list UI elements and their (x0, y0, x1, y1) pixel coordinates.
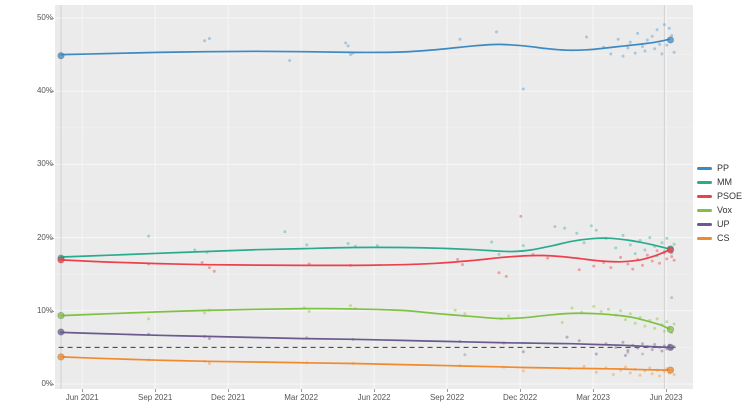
x-axis-label: Dec 2021 (211, 393, 246, 402)
legend-key-line-icon (697, 180, 712, 184)
legend-item-mm[interactable]: MM (697, 175, 742, 189)
legend-label: Vox (717, 205, 733, 215)
legend-label: PP (717, 163, 730, 173)
legend-item-up[interactable]: UP (697, 217, 742, 231)
series-Vox-line (60, 307, 671, 330)
y-axis-label: 50% (36, 13, 53, 22)
series-Vox-election-points (57, 311, 675, 334)
y-axis-tick (51, 164, 54, 166)
x-axis-label: Sep 2022 (429, 393, 465, 402)
legend-key-line-icon (697, 236, 712, 240)
legend-item-cs[interactable]: CS (697, 231, 742, 245)
legend-item-pp[interactable]: PP (697, 161, 742, 175)
y-axis-tick (51, 237, 54, 239)
y-axis-label: 20% (36, 232, 53, 242)
x-axis-tick (520, 389, 522, 392)
y-axis-label: 10% (36, 305, 53, 315)
legend-label: CS (717, 233, 730, 243)
x-axis-label: Jun 2023 (649, 393, 683, 402)
legend-key-line-icon (697, 166, 712, 170)
series-CS-election-points (57, 353, 675, 374)
series-MM-line (60, 237, 671, 258)
series-PSOE-points (147, 214, 676, 278)
series-PP-election-points (57, 36, 675, 60)
gridlines (55, 5, 693, 389)
legend-key-line-icon (697, 222, 712, 226)
x-axis-tick (301, 389, 303, 392)
x-axis-tick (155, 389, 157, 392)
series-MM-points (147, 224, 676, 258)
y-axis-label: 40% (36, 86, 53, 96)
legend: PP MM PSOE Vox UP CS (697, 161, 742, 245)
series-PSOE-line (60, 249, 671, 267)
y-axis-label: 0% (41, 379, 53, 388)
unlabeled-points (463, 225, 674, 357)
y-axis-tick (51, 384, 54, 385)
series-PP-points (203, 23, 676, 91)
series-Vox-points (147, 304, 676, 335)
series-UP-election-points (57, 328, 675, 351)
x-axis-label: Sep 2021 (138, 393, 173, 402)
y-axis-tick (51, 18, 54, 19)
series-UP-line (60, 331, 671, 349)
x-axis-label: Dec 2022 (502, 393, 538, 402)
legend-key-line-icon (697, 194, 712, 198)
x-axis-label: Jun 2021 (65, 393, 99, 402)
series-PSOE-election-points (57, 246, 675, 264)
x-axis-tick (82, 389, 84, 392)
x-axis-label: Mar 2023 (576, 393, 610, 402)
election-date-lines (60, 5, 665, 389)
x-axis-tick (447, 389, 449, 392)
y-axis-tick (51, 91, 54, 93)
legend-key-line-icon (697, 208, 712, 212)
y-axis-label: 30% (36, 159, 53, 169)
series-CS-line (60, 356, 671, 371)
x-axis-label: Jun 2022 (357, 393, 391, 402)
series-PP-line (60, 38, 671, 56)
legend-label: MM (717, 177, 732, 187)
x-axis-tick (228, 389, 230, 392)
legend-label: PSOE (717, 191, 743, 201)
x-axis-tick (593, 389, 595, 392)
x-axis-tick (666, 389, 668, 392)
legend-item-psoe[interactable]: PSOE (697, 189, 742, 203)
legend-label: UP (717, 219, 730, 229)
x-axis-tick (374, 389, 376, 392)
x-axis-label: Mar 2022 (284, 393, 319, 402)
plot-svg (55, 5, 693, 389)
legend-item-vox[interactable]: Vox (697, 203, 742, 217)
y-axis-tick (51, 310, 54, 312)
plot-panel (55, 5, 693, 389)
